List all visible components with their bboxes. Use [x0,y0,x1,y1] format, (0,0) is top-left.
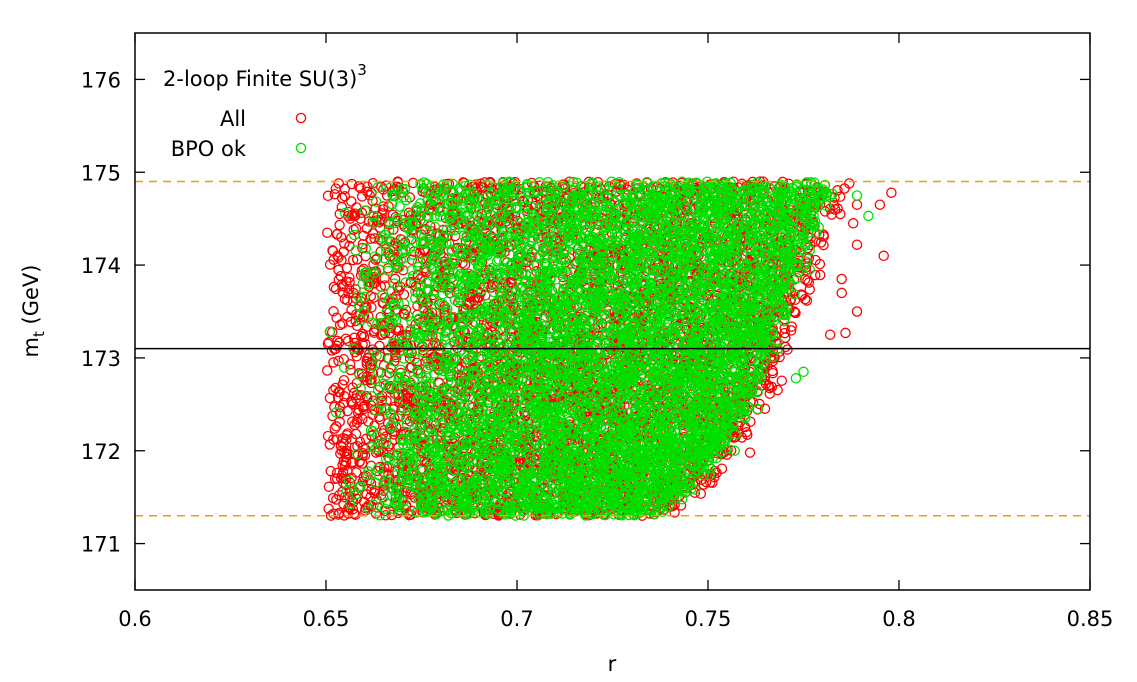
all-point [766,381,778,393]
all-point [351,320,363,332]
all-point [358,263,369,275]
all-point [324,439,336,450]
all-point [350,223,362,234]
all-point [337,287,349,298]
all-point [336,192,348,204]
all-point [322,190,334,202]
all-point [382,345,394,356]
all-point [337,318,348,329]
all-point [347,416,358,427]
all-point [342,428,353,439]
all-point [389,466,401,477]
all-point [323,503,334,515]
all-point [332,392,344,403]
all-point [736,432,748,443]
all-point [325,465,336,477]
all-point [508,399,519,411]
all-point [339,190,351,202]
all-point [375,490,387,501]
all-point [328,254,339,265]
all-point [333,355,344,367]
all-point [828,199,840,211]
all-point [786,321,797,332]
all-point [379,280,391,291]
all-point [815,237,827,248]
all-point [804,284,815,295]
all-point [369,487,380,499]
all-point [834,191,846,203]
all-point [357,242,368,254]
all-point [375,403,387,415]
all-point [348,332,360,344]
all-point [347,398,359,410]
all-point [328,357,339,368]
all-point [449,336,460,348]
all-point [328,385,339,396]
all-point [328,306,339,317]
all-point [322,227,333,238]
all-point [350,509,361,520]
all-point [407,177,419,189]
all-point [366,374,377,385]
all-point [355,330,367,342]
all-point [814,269,826,281]
all-point [810,269,821,281]
all-point [352,440,363,452]
all-point [522,195,534,206]
all-point [370,203,381,214]
all-point [772,384,783,396]
data-points [321,176,897,521]
all-point [342,405,353,417]
all-point [779,327,791,339]
all-point [344,283,355,295]
all-point [346,196,357,207]
all-point [346,472,357,484]
